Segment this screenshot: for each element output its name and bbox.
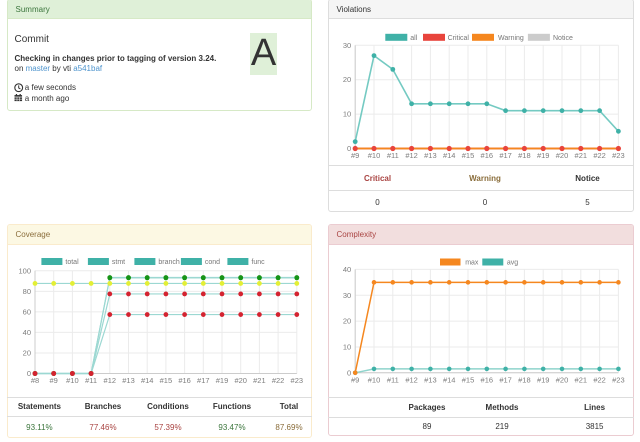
svg-text:#20: #20 <box>556 375 569 384</box>
svg-text:#23: #23 <box>612 151 625 160</box>
svg-text:max: max <box>465 260 479 267</box>
svg-text:#15: #15 <box>462 375 475 384</box>
svg-text:#14: #14 <box>141 376 154 385</box>
svg-text:20: 20 <box>343 75 351 84</box>
svg-text:func: func <box>251 259 265 266</box>
svg-text:#23: #23 <box>291 376 304 385</box>
svg-text:#17: #17 <box>499 375 512 384</box>
svg-text:stmt: stmt <box>112 259 125 266</box>
svg-text:#13: #13 <box>424 375 437 384</box>
svg-text:#15: #15 <box>160 376 173 385</box>
svg-text:Notice: Notice <box>553 35 573 42</box>
svg-text:#20: #20 <box>556 151 569 160</box>
svg-text:0: 0 <box>347 144 351 153</box>
svg-text:#21: #21 <box>575 151 588 160</box>
svg-text:0: 0 <box>27 369 31 378</box>
svg-text:10: 10 <box>343 342 351 351</box>
svg-text:#21: #21 <box>253 376 266 385</box>
svg-text:40: 40 <box>343 265 351 274</box>
svg-text:#14: #14 <box>443 375 456 384</box>
svg-text:#16: #16 <box>481 375 494 384</box>
svg-text:#20: #20 <box>234 376 247 385</box>
svg-text:#10: #10 <box>368 375 381 384</box>
svg-text:#9: #9 <box>50 376 58 385</box>
svg-text:cond: cond <box>205 259 220 266</box>
svg-text:#23: #23 <box>612 375 625 384</box>
svg-text:#21: #21 <box>575 375 588 384</box>
svg-text:#19: #19 <box>537 375 550 384</box>
svg-text:#11: #11 <box>387 375 399 384</box>
svg-text:#8: #8 <box>31 376 39 385</box>
svg-text:#9: #9 <box>351 151 359 160</box>
svg-text:10: 10 <box>343 110 351 119</box>
svg-text:total: total <box>65 259 79 266</box>
svg-text:30: 30 <box>343 291 351 300</box>
svg-text:Warning: Warning <box>498 35 524 42</box>
svg-text:#17: #17 <box>499 151 512 160</box>
svg-text:20: 20 <box>343 317 351 326</box>
svg-text:#19: #19 <box>216 376 229 385</box>
svg-text:branch: branch <box>158 259 180 266</box>
svg-text:#12: #12 <box>405 375 418 384</box>
svg-text:#13: #13 <box>122 376 135 385</box>
svg-text:0: 0 <box>347 368 351 377</box>
svg-text:Critical: Critical <box>448 35 470 42</box>
svg-text:#19: #19 <box>537 151 550 160</box>
svg-text:#22: #22 <box>593 151 606 160</box>
svg-text:#9: #9 <box>351 375 359 384</box>
svg-text:30: 30 <box>343 41 351 50</box>
svg-text:all: all <box>410 35 417 42</box>
svg-text:60: 60 <box>23 307 31 316</box>
svg-text:#18: #18 <box>518 375 531 384</box>
svg-text:#22: #22 <box>272 376 285 385</box>
svg-text:#17: #17 <box>197 376 210 385</box>
svg-text:#18: #18 <box>518 151 531 160</box>
svg-text:avg: avg <box>507 260 518 267</box>
svg-text:100: 100 <box>18 266 31 275</box>
svg-text:#14: #14 <box>443 151 456 160</box>
svg-text:#12: #12 <box>405 151 418 160</box>
svg-text:#16: #16 <box>481 151 494 160</box>
svg-text:80: 80 <box>23 287 31 296</box>
svg-text:#11: #11 <box>387 151 399 160</box>
svg-text:#15: #15 <box>462 151 475 160</box>
svg-text:#10: #10 <box>368 151 381 160</box>
svg-text:#10: #10 <box>66 376 79 385</box>
svg-text:#16: #16 <box>178 376 191 385</box>
svg-text:20: 20 <box>23 348 31 357</box>
svg-text:#11: #11 <box>85 376 97 385</box>
svg-text:#22: #22 <box>593 375 606 384</box>
svg-text:#12: #12 <box>104 376 117 385</box>
svg-text:#13: #13 <box>424 151 437 160</box>
svg-text:40: 40 <box>23 328 31 337</box>
